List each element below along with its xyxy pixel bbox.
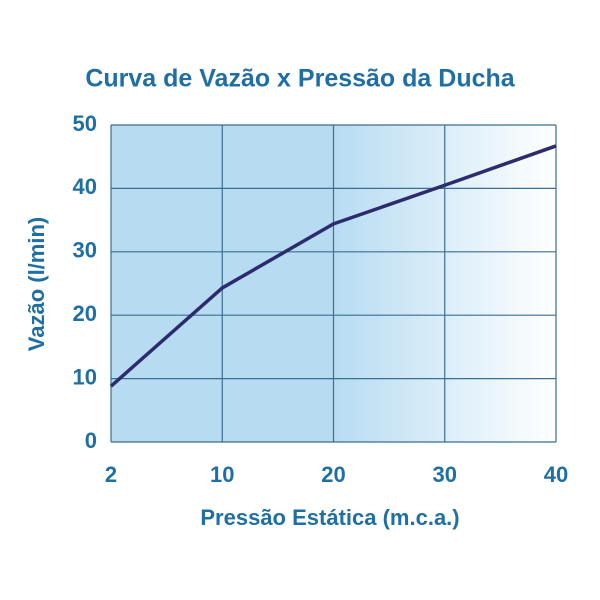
y-tick-label: 50 [73, 111, 97, 136]
x-tick-label: 20 [321, 462, 345, 487]
y-axis-label: Vazão (l/min) [24, 217, 49, 351]
x-tick-label: 2 [105, 462, 117, 487]
y-tick-label: 10 [73, 364, 97, 389]
y-tick-label: 30 [73, 238, 97, 263]
data-line [109, 144, 557, 388]
y-tick-label: 0 [85, 428, 97, 453]
x-tick-label: 30 [433, 462, 457, 487]
x-tick-label: 10 [210, 462, 234, 487]
chart-title: Curva de Vazão x Pressão da Ducha [85, 65, 515, 93]
y-tick-label: 40 [73, 174, 97, 199]
y-tick-label: 20 [73, 301, 97, 326]
x-tick-label: 40 [544, 462, 568, 487]
x-axis-label: Pressão Estática (m.c.a.) [200, 505, 459, 530]
